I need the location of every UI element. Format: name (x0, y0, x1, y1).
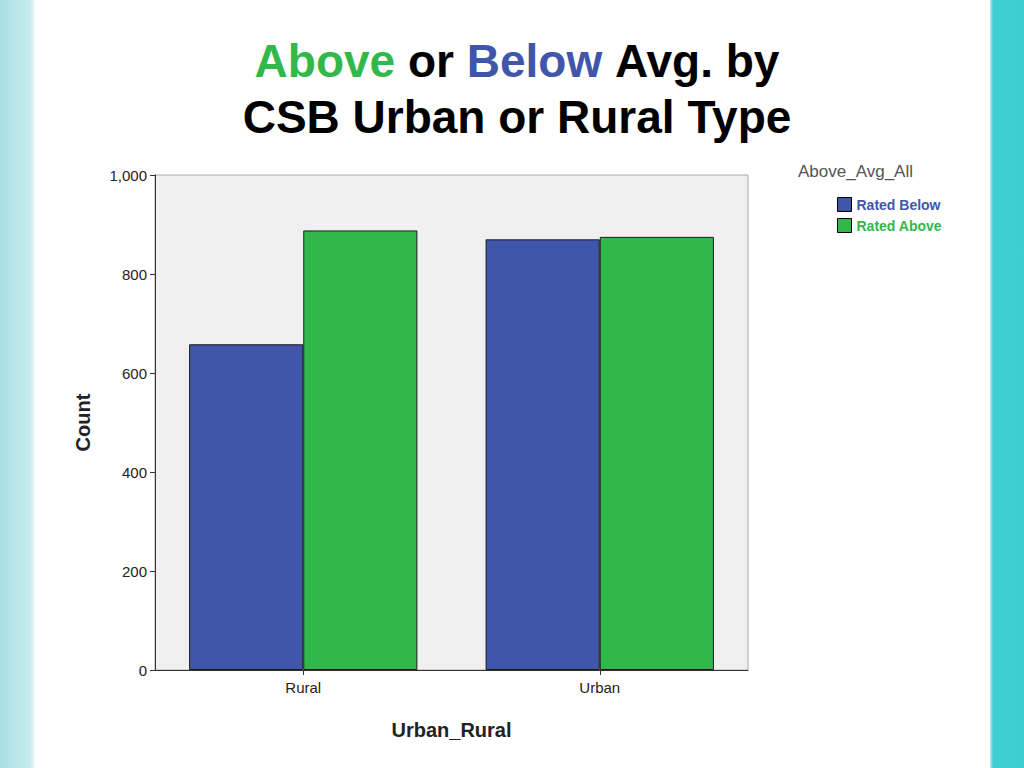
svg-text:Below: Below (467, 35, 603, 87)
svg-text:Above: Above (255, 35, 396, 87)
svg-text:800: 800 (122, 266, 147, 283)
svg-text:400: 400 (122, 464, 147, 481)
svg-text:or: or (498, 91, 544, 143)
svg-text:CSB: CSB (243, 91, 340, 143)
svg-text:or: or (408, 35, 454, 87)
svg-text:600: 600 (122, 365, 147, 382)
svg-text:Type: Type (687, 91, 791, 143)
svg-text:200: 200 (122, 563, 147, 580)
svg-text:Rated Above: Rated Above (857, 218, 942, 234)
svg-text:Urban_Rural: Urban_Rural (391, 719, 511, 741)
svg-text:0: 0 (139, 662, 147, 679)
svg-text:Urban: Urban (353, 91, 486, 143)
svg-text:Avg.: Avg. (615, 35, 713, 87)
svg-text:Above_Avg_All: Above_Avg_All (798, 162, 913, 181)
svg-text:1,000: 1,000 (109, 167, 147, 184)
svg-text:Count: Count (72, 393, 94, 451)
svg-text:Rural: Rural (285, 679, 321, 696)
svg-text:Rated Below: Rated Below (857, 197, 941, 213)
svg-text:Urban: Urban (579, 679, 620, 696)
svg-text:Rural: Rural (557, 91, 675, 143)
svg-text:by: by (726, 35, 780, 87)
